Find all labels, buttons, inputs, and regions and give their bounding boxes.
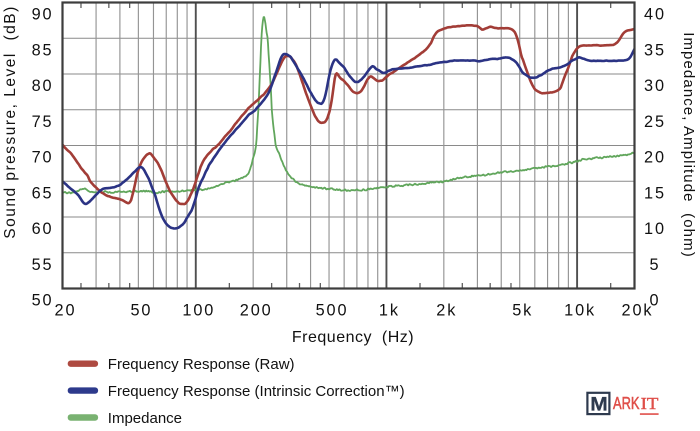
- svg-text:85: 85: [32, 41, 54, 59]
- svg-text:100: 100: [182, 302, 215, 320]
- svg-text:25: 25: [644, 113, 666, 131]
- svg-text:40: 40: [644, 6, 666, 24]
- svg-text:Impedance, Amplitude (ohm): Impedance, Amplitude (ohm): [680, 32, 697, 258]
- svg-text:65: 65: [32, 184, 54, 202]
- svg-text:10: 10: [644, 220, 666, 238]
- svg-text:50: 50: [32, 292, 54, 310]
- svg-text:20: 20: [644, 149, 666, 167]
- svg-text:20: 20: [55, 302, 77, 320]
- svg-text:80: 80: [32, 77, 54, 95]
- svg-text:15: 15: [644, 184, 666, 202]
- svg-text:Frequency Response (Raw): Frequency Response (Raw): [108, 356, 295, 373]
- svg-text:5k: 5k: [512, 302, 533, 320]
- svg-text:50: 50: [130, 302, 152, 320]
- svg-text:M: M: [590, 393, 608, 415]
- svg-text:ARK: ARK: [613, 393, 640, 413]
- svg-text:75: 75: [32, 113, 54, 131]
- svg-text:Sound pressure, Level (dB): Sound pressure, Level (dB): [2, 5, 19, 239]
- svg-text:2k: 2k: [436, 302, 457, 320]
- svg-text:0: 0: [650, 292, 661, 310]
- svg-text:30: 30: [644, 77, 666, 95]
- svg-text:5: 5: [650, 256, 661, 274]
- svg-text:Frequency (Hz): Frequency (Hz): [292, 329, 414, 346]
- svg-text:60: 60: [32, 220, 54, 238]
- svg-text:200: 200: [240, 302, 273, 320]
- svg-text:500: 500: [316, 302, 349, 320]
- svg-text:20k: 20k: [622, 302, 654, 320]
- svg-text:55: 55: [32, 256, 54, 274]
- svg-text:Impedance: Impedance: [108, 410, 182, 426]
- svg-text:35: 35: [644, 41, 666, 59]
- svg-text:1k: 1k: [379, 302, 400, 320]
- svg-text:10k: 10k: [564, 302, 596, 320]
- svg-text:Frequency Response (Intrinsic: Frequency Response (Intrinsic Correction…: [108, 383, 405, 400]
- svg-text:90: 90: [32, 6, 54, 24]
- svg-text:70: 70: [32, 149, 54, 167]
- svg-text:IT: IT: [641, 394, 659, 413]
